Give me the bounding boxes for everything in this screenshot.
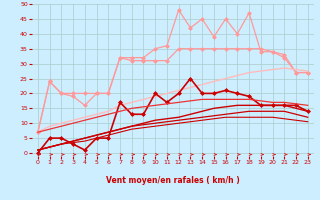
X-axis label: Vent moyen/en rafales ( km/h ): Vent moyen/en rafales ( km/h ) (106, 176, 240, 185)
